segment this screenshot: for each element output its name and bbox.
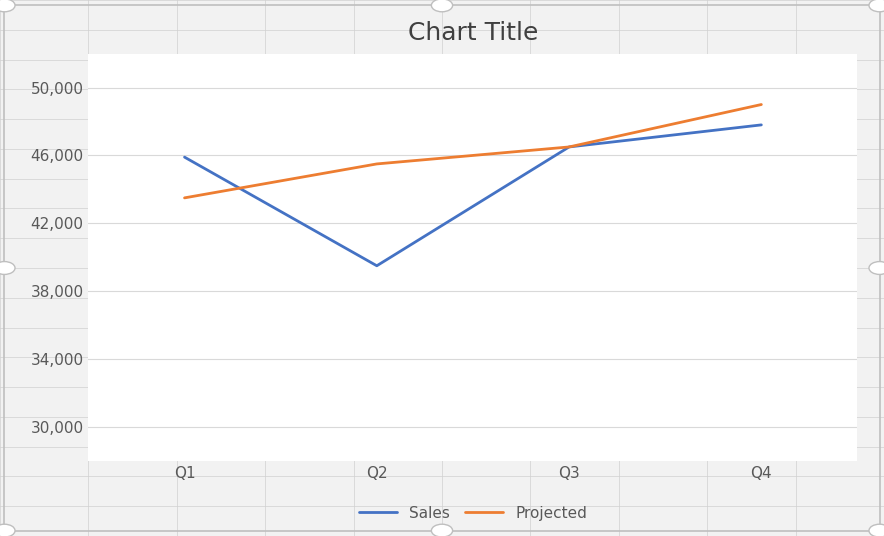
Projected (564, 144, 575, 150)
Line: Sales: Sales (185, 125, 761, 266)
Title: Chart Title: Chart Title (408, 21, 538, 44)
Line: Projected: Projected (185, 105, 761, 198)
Legend: Sales, Projected: Sales, Projected (353, 500, 593, 527)
Sales (179, 154, 190, 160)
Sales (756, 122, 766, 128)
Sales (371, 263, 382, 269)
Projected (371, 161, 382, 167)
Sales (564, 144, 575, 150)
Projected (756, 101, 766, 108)
Projected (179, 195, 190, 201)
